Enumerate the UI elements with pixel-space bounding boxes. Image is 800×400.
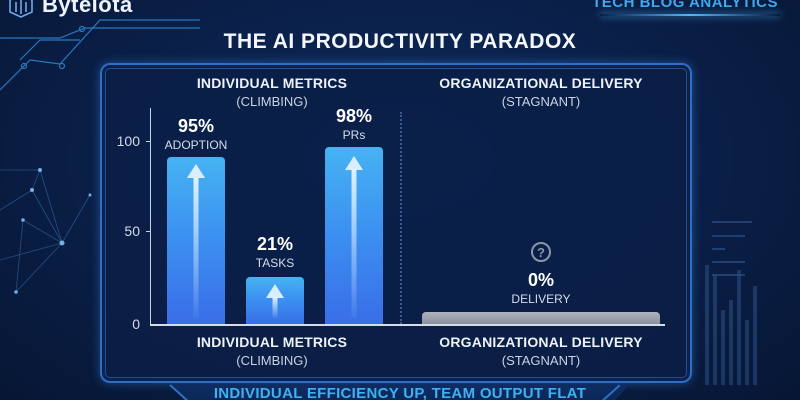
bar-value: 0%: [527, 270, 554, 290]
question-icon: ?: [531, 242, 551, 262]
up-arrow-shaft: [351, 169, 357, 318]
brand-name: Bytelota: [42, 0, 133, 17]
footer-title: INDIVIDUAL METRICS: [196, 334, 348, 350]
bar-adoption: [167, 157, 225, 324]
bar-label-adoption: 95% ADOPTION: [146, 116, 246, 152]
x-axis: [150, 324, 665, 326]
bar-category: PRs: [342, 128, 366, 142]
bar-label-prs: 98% PRs: [304, 106, 404, 142]
organizational-delivery-footer: ORGANIZATIONAL DELIVERY (STAGNANT): [411, 334, 671, 368]
summary-banner: INDIVIDUAL EFFICIENCY UP, TEAM OUTPUT FL…: [213, 385, 587, 400]
individual-metrics-footer: INDIVIDUAL METRICS (CLIMBING): [142, 334, 402, 368]
y-tick-label: 50: [124, 223, 140, 239]
up-arrow-icon: [266, 284, 284, 298]
up-arrow-icon: [345, 156, 363, 170]
bar-tasks: [246, 277, 304, 324]
bar-value: 21%: [256, 234, 294, 254]
organizational-delivery-header: ORGANIZATIONAL DELIVERY (STAGNANT): [411, 75, 671, 109]
y-tick-label: 0: [132, 316, 140, 332]
y-axis: [150, 108, 151, 326]
brand: Bytelota: [6, 0, 133, 18]
bar-category: TASKS: [255, 256, 295, 270]
chart-panel: [100, 63, 692, 383]
bar-delivery: [422, 312, 660, 324]
bar-value: 95%: [177, 116, 215, 136]
bar-label-tasks: 21% TASKS: [225, 234, 325, 270]
up-arrow-icon: [187, 164, 205, 178]
up-arrow-shaft: [272, 297, 278, 318]
footer-subtitle: (STAGNANT): [501, 353, 581, 368]
site-tag-underline: [600, 14, 780, 16]
header-title: ORGANIZATIONAL DELIVERY: [439, 75, 643, 91]
header-subtitle: (CLIMBING): [236, 94, 308, 109]
header-title: INDIVIDUAL METRICS: [196, 75, 348, 91]
bar-value: 98%: [335, 106, 373, 126]
bar-category: DELIVERY: [511, 292, 571, 306]
y-tick-50: [146, 231, 151, 232]
page-title: THE AI PRODUCTIVITY PARADOX: [223, 30, 577, 53]
header-subtitle: (STAGNANT): [501, 94, 581, 109]
individual-metrics-header: INDIVIDUAL METRICS (CLIMBING): [142, 75, 402, 109]
footer-subtitle: (CLIMBING): [236, 353, 308, 368]
y-tick-label: 100: [116, 133, 140, 149]
summary-banner-bg: [170, 384, 630, 400]
up-arrow-shaft: [193, 177, 199, 318]
bar-category: ADOPTION: [164, 138, 228, 152]
site-tag: TECH BLOG ANALYTICS: [592, 0, 778, 11]
bar-label-delivery: 0% DELIVERY: [491, 270, 591, 306]
bar-prs: [325, 147, 383, 324]
section-divider: [400, 112, 402, 324]
circuit-cube-icon: [9, 0, 33, 18]
y-tick-100: [146, 141, 151, 142]
footer-title: ORGANIZATIONAL DELIVERY: [439, 334, 643, 350]
